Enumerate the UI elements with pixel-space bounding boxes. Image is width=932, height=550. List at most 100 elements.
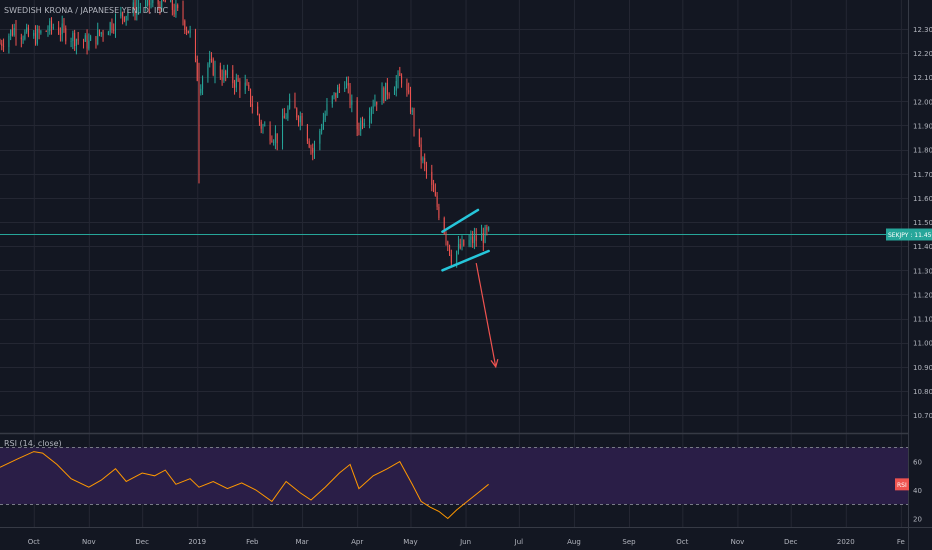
rsi-levels — [0, 447, 908, 505]
price-tick-12: 11.100 — [913, 316, 932, 324]
candle-body — [75, 39, 77, 46]
candle-body — [164, 0, 166, 3]
candle-body — [322, 120, 324, 130]
candle-body — [372, 105, 374, 109]
candle-body — [246, 82, 248, 86]
candle-body — [459, 244, 461, 249]
rsi-band — [0, 447, 908, 505]
candle-body — [475, 235, 477, 241]
time-tick-1: Nov — [82, 538, 96, 546]
candle-body — [425, 164, 427, 172]
candle-body — [470, 236, 472, 240]
candle-body — [207, 64, 209, 78]
candle-body — [248, 85, 250, 89]
candle-body — [232, 69, 234, 84]
arrow-head — [490, 358, 499, 369]
candle-body — [438, 206, 440, 219]
candle-body — [383, 87, 385, 101]
candle-body — [420, 144, 422, 161]
candle-body — [72, 32, 74, 42]
candle-body — [388, 94, 390, 96]
candle-body — [411, 110, 413, 112]
price-tick-6: 11.700 — [913, 171, 932, 179]
candle-body — [381, 87, 383, 105]
candle-body — [260, 121, 262, 129]
candle-body — [100, 32, 102, 34]
candle-body — [397, 72, 399, 81]
price-tick-8: 11.500 — [913, 219, 932, 227]
candle-body — [90, 36, 92, 41]
candle-body — [424, 158, 426, 165]
candle-body — [276, 133, 278, 144]
time-axis[interactable]: Oct Nov Dec 2019 Feb Mar Apr May Jun Jul Aug Sep Oct… — [28, 538, 905, 546]
candles — [0, 0, 490, 268]
candle-body — [376, 101, 378, 105]
candle-body — [310, 147, 312, 149]
candle-body — [139, 7, 141, 9]
candle-body — [333, 92, 335, 97]
candle-body — [301, 115, 303, 126]
candle-body — [287, 108, 289, 119]
time-tick-13: Nov — [731, 538, 745, 546]
candle-body — [84, 35, 86, 42]
candle-body — [408, 90, 410, 93]
price-scale[interactable]: 12.300 12.200 12.100 12.000 11.900 11.800 11.7… — [913, 26, 932, 420]
price-tick-11: 11.200 — [913, 291, 932, 299]
candle-body — [63, 23, 65, 29]
time-tick-16: Fe — [897, 538, 905, 546]
candle-body — [77, 39, 79, 41]
candle-body — [257, 106, 259, 115]
candle-body — [274, 133, 276, 142]
time-tick-14: Dec — [784, 538, 798, 546]
time-tick-6: Apr — [351, 538, 363, 546]
candle-body — [47, 31, 49, 33]
candle-body — [239, 81, 241, 91]
candle-body — [273, 141, 275, 143]
candle-body — [324, 114, 326, 121]
candle-body — [443, 218, 445, 234]
candle-body — [344, 87, 346, 89]
candle-body — [1, 43, 3, 46]
candle-body — [10, 29, 12, 36]
candle-body — [369, 115, 371, 124]
candle-body — [161, 0, 163, 11]
candle-body — [200, 88, 202, 94]
candle-body — [194, 29, 196, 59]
pattern-upper-line — [441, 208, 480, 233]
candle-body — [52, 27, 54, 29]
candle-body — [326, 103, 328, 115]
time-tick-9: Jul — [514, 538, 524, 546]
candle-body — [226, 69, 228, 76]
candle-body — [61, 23, 63, 35]
candle-body — [223, 70, 225, 81]
candle-body — [457, 244, 459, 252]
price-tick-16: 10.700 — [913, 412, 932, 420]
candle-body — [214, 65, 216, 76]
price-tick-10: 11.300 — [913, 267, 932, 275]
arrow-shaft — [475, 262, 497, 367]
candle-body — [235, 78, 237, 88]
candle-body — [234, 83, 236, 88]
candle-body — [283, 115, 285, 119]
candle-body — [331, 96, 333, 104]
candle-body — [125, 16, 127, 21]
price-tick-7: 11.600 — [913, 195, 932, 203]
rsi-scale[interactable]: 60 40 20 — [913, 459, 922, 524]
candle-body — [481, 233, 483, 241]
candle-body — [159, 4, 161, 11]
candle-body — [445, 233, 447, 242]
candle-body — [298, 117, 300, 123]
candle-body — [59, 33, 61, 35]
candle-body — [123, 16, 125, 21]
candle-body — [319, 130, 321, 144]
candle-body — [361, 120, 363, 126]
candle-body — [138, 7, 140, 9]
candle-body — [36, 29, 38, 44]
candle-body — [347, 83, 349, 86]
candle-body — [219, 65, 221, 78]
candle-body — [11, 29, 13, 36]
candle-body — [13, 27, 15, 36]
drawing-annotations[interactable] — [441, 208, 499, 369]
time-tick-11: Sep — [622, 538, 636, 546]
